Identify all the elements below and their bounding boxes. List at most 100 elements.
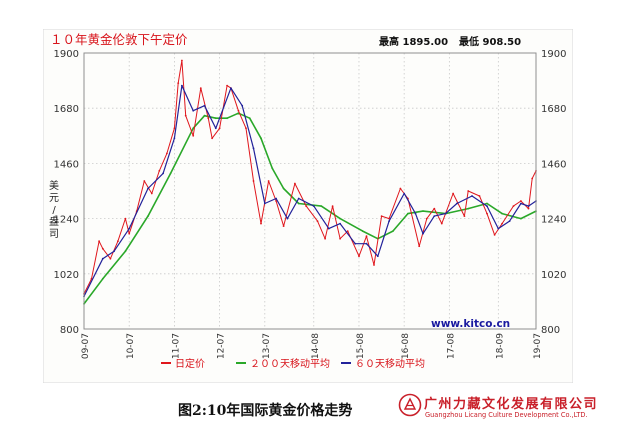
y-tick-label-right: 1900 xyxy=(541,49,566,60)
series-point-2 xyxy=(252,147,255,150)
series-point-1 xyxy=(407,212,409,215)
x-tick-label: 10-07 xyxy=(126,333,136,359)
series-point-0 xyxy=(98,240,100,243)
y-tick-label-right: 1460 xyxy=(541,159,566,170)
series-point-1 xyxy=(282,187,285,190)
series-point-2 xyxy=(403,192,406,195)
series-point-0 xyxy=(158,170,161,172)
figure-caption: 图2:10年国际黄金价格走势 xyxy=(178,403,353,419)
series-point-0 xyxy=(433,207,436,210)
y-tick-label-left: 800 xyxy=(60,325,79,336)
series-point-0 xyxy=(452,192,454,195)
series-point-0 xyxy=(365,235,368,238)
legend: 日定价 ２００天移动平均 ６０天移动平均 xyxy=(161,357,425,370)
series-point-2 xyxy=(365,242,368,245)
y-tick-label-left: 1680 xyxy=(54,104,79,115)
series-point-0 xyxy=(199,87,202,89)
y-tick-labels: 800 800 1020 1020 1240 1240 1460 1460 1680 1680 19… xyxy=(54,49,567,336)
series-point-2 xyxy=(414,212,417,215)
company-name-en: Guangzhou Licang Culture Development Co.… xyxy=(425,411,588,419)
series-point-2 xyxy=(162,172,164,175)
series-point-2 xyxy=(422,232,424,235)
series-point-0 xyxy=(373,264,375,266)
series-point-0 xyxy=(440,222,443,225)
series-point-2 xyxy=(376,255,379,258)
chart-frame: １０年黄金伦敦下午定价 最高 1895.00 最低 908.50 800 800 1… xyxy=(43,29,573,383)
series-point-2 xyxy=(508,220,511,223)
y-axis-label-char: 元 xyxy=(49,193,59,204)
stat-high: 最高 1895.00 xyxy=(379,35,448,48)
series-point-0 xyxy=(512,205,515,208)
series-point-0 xyxy=(478,195,481,197)
series-point-0 xyxy=(181,59,183,62)
series-point-0 xyxy=(527,207,530,210)
x-tick-label: 13-07 xyxy=(262,333,272,359)
series-point-0 xyxy=(166,152,168,155)
series-point-2 xyxy=(147,187,149,190)
series-point-2 xyxy=(297,197,300,200)
series-point-2 xyxy=(181,84,183,87)
x-tick-label: 11-07 xyxy=(171,333,181,359)
y-axis-label-char: 美 xyxy=(49,179,59,192)
series-point-0 xyxy=(380,215,383,218)
series-point-0 xyxy=(399,187,402,190)
x-tick-labels: 09-07 10-07 11-07 12-07 13-07 14-08 15-08 16-08… xyxy=(81,333,543,359)
y-axis-label-char: 盎 xyxy=(49,215,59,228)
legend-label-1: ２００天移动平均 xyxy=(250,357,330,370)
series-point-0 xyxy=(207,117,210,120)
y-tick-label-left: 1900 xyxy=(54,49,79,60)
watermark: www.kitco.cn xyxy=(431,318,510,330)
series-point-2 xyxy=(339,222,341,225)
series-point-0 xyxy=(260,222,262,225)
y-axis-label-char: 司 xyxy=(49,229,59,240)
series-point-0 xyxy=(252,180,255,182)
series-point-1 xyxy=(339,217,341,220)
series-point-1 xyxy=(467,207,470,210)
company-logo-icon xyxy=(398,393,422,417)
series-point-1 xyxy=(101,277,104,280)
series-point-2 xyxy=(456,202,458,205)
series-point-0 xyxy=(143,180,146,182)
series-point-1 xyxy=(320,205,323,208)
series-point-0 xyxy=(267,180,270,182)
series-point-0 xyxy=(173,127,176,130)
series-point-1 xyxy=(214,117,217,120)
x-tick-label: 16-08 xyxy=(401,333,411,359)
series-point-0 xyxy=(493,234,496,236)
series-point-0 xyxy=(305,205,308,208)
x-tick-label: 17-08 xyxy=(446,333,456,359)
series-point-0 xyxy=(282,225,285,228)
series-point-0 xyxy=(184,114,187,117)
x-tick-label: 19-07 xyxy=(533,333,543,359)
y-axis-label: 美元/盎司 xyxy=(49,179,59,240)
series-point-0 xyxy=(226,84,229,87)
series-point-0 xyxy=(245,127,247,130)
stat-low: 最低 908.50 xyxy=(459,35,521,48)
series-point-2 xyxy=(388,220,390,223)
series-point-1 xyxy=(486,202,488,205)
series-point-1 xyxy=(422,210,424,213)
series-point-0 xyxy=(117,240,119,243)
series-point-0 xyxy=(294,182,296,185)
series-point-0 xyxy=(192,134,195,137)
series-point-2 xyxy=(520,202,522,205)
series-point-0 xyxy=(150,192,153,195)
series-point-0 xyxy=(520,200,522,202)
series-point-2 xyxy=(527,205,530,208)
series-point-1 xyxy=(248,117,251,120)
y-tick-label-left: 1020 xyxy=(54,270,79,281)
series-point-2 xyxy=(101,257,104,260)
chart-title: １０年黄金伦敦下午定价 xyxy=(50,32,188,47)
series-point-2 xyxy=(173,137,176,140)
series-point-2 xyxy=(312,205,315,208)
series-point-2 xyxy=(263,202,266,205)
series-point-0 xyxy=(331,205,334,208)
x-tick-label: 09-07 xyxy=(81,333,91,359)
series-point-2 xyxy=(444,212,447,215)
series-point-0 xyxy=(346,230,349,233)
series-point-0 xyxy=(501,222,503,225)
gold-price-chart: １０年黄金伦敦下午定价 最高 1895.00 最低 908.50 800 8001… xyxy=(43,29,573,383)
series-point-2 xyxy=(471,195,473,197)
caption-area: 图2:10年国际黄金价格走势 广州力藏文化发展有限公司 Guangzhou Li… xyxy=(0,391,620,431)
y-tick-label-right: 800 xyxy=(541,325,560,336)
